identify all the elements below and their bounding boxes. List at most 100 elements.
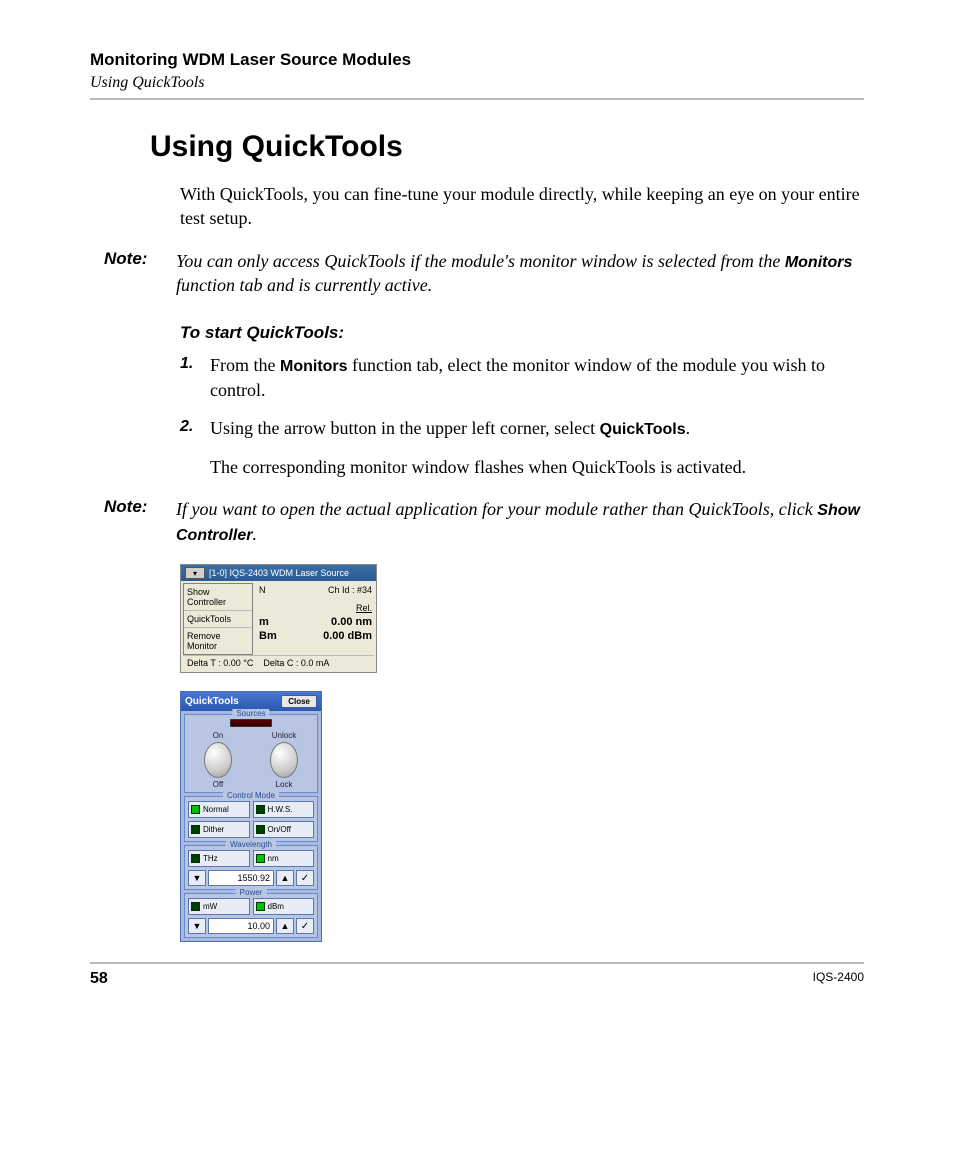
model-number: IQS-2400	[813, 970, 864, 988]
wavelength-unit-button-nm[interactable]: nm	[253, 850, 315, 867]
rel-label: Rel.	[356, 603, 372, 615]
subheading: To start QuickTools:	[180, 323, 864, 343]
step-number: 2.	[180, 416, 210, 479]
step-followup: The corresponding monitor window flashes…	[210, 455, 864, 479]
source-lock-toggle[interactable]	[270, 742, 298, 778]
n-label: N	[259, 585, 266, 597]
power-increment[interactable]: ▲	[276, 918, 294, 934]
note-text: You can only access QuickTools if the mo…	[176, 249, 864, 298]
wavelength-apply[interactable]: ✓	[296, 870, 314, 886]
button-label: mW	[203, 902, 217, 911]
indicator-icon	[191, 902, 200, 911]
step-1: 1. From the Monitors function tab, elect…	[180, 353, 864, 402]
bm-suffix: Bm	[259, 629, 277, 643]
note-label: Note:	[104, 249, 176, 298]
note-label: Note:	[104, 497, 176, 546]
control-mode-button-h-w-s-[interactable]: H.W.S.	[253, 801, 315, 818]
m-suffix: m	[259, 615, 269, 629]
step-post: .	[686, 418, 691, 438]
wavelength-unit-button-thz[interactable]: THz	[188, 850, 250, 867]
indicator-icon	[256, 854, 265, 863]
source-on-off-toggle[interactable]	[204, 742, 232, 778]
step-text: Using the arrow button in the upper left…	[210, 416, 864, 479]
channel-id: Ch Id : #34	[328, 585, 372, 597]
power-decrement[interactable]: ▼	[188, 918, 206, 934]
button-label: dBm	[268, 902, 284, 911]
page-footer: 58 IQS-2400	[90, 962, 864, 988]
wavelength-section: Wavelength THznm ▼ 1550.92 ▲ ✓	[184, 845, 318, 890]
indicator-icon	[256, 825, 265, 834]
chapter-title: Monitoring WDM Laser Source Modules	[90, 50, 864, 70]
wavelength-label: Wavelength	[226, 840, 276, 849]
sources-section: Sources On Off Unlock Lock	[184, 714, 318, 793]
step-pre: From the	[210, 355, 280, 375]
menu-show-controller[interactable]: Show Controller	[184, 584, 252, 611]
wavelength-decrement[interactable]: ▼	[188, 870, 206, 886]
button-label: On/Off	[268, 825, 291, 834]
step-number: 1.	[180, 353, 210, 402]
indicator-icon	[191, 805, 200, 814]
monitor-context-menu: Show Controller QuickTools Remove Monito…	[183, 583, 253, 655]
button-label: Dither	[203, 825, 224, 834]
note-bold: Monitors	[785, 254, 853, 271]
button-label: THz	[203, 854, 218, 863]
quicktools-panel: QuickTools Close Sources On Off Unlock	[180, 691, 322, 942]
quicktools-title-text: QuickTools	[185, 696, 239, 707]
note-post: function tab and is currently active.	[176, 275, 432, 295]
steps-list: 1. From the Monitors function tab, elect…	[180, 353, 864, 479]
control-mode-section: Control Mode NormalH.W.S.DitherOn/Off	[184, 796, 318, 842]
indicator-icon	[191, 854, 200, 863]
delta-c-value: 0.0 mA	[301, 658, 330, 668]
power-unit-button-mw[interactable]: mW	[188, 898, 250, 915]
menu-quicktools[interactable]: QuickTools	[184, 611, 252, 628]
page-title: Using QuickTools	[150, 130, 864, 164]
button-label: nm	[268, 854, 279, 863]
on-label: On	[213, 731, 224, 740]
header-rule	[90, 98, 864, 100]
step-text: From the Monitors function tab, elect th…	[210, 353, 864, 402]
wavelength-increment[interactable]: ▲	[276, 870, 294, 886]
delta-t-value: 0.00 °C	[223, 658, 253, 668]
control-mode-label: Control Mode	[223, 791, 279, 800]
button-label: Normal	[203, 805, 229, 814]
monitor-menu-arrow[interactable]: ▾	[185, 567, 205, 579]
note-pre: If you want to open the actual applicati…	[176, 499, 817, 519]
step-pre: Using the arrow button in the upper left…	[210, 418, 600, 438]
led-indicator	[230, 719, 272, 727]
indicator-icon	[256, 805, 265, 814]
monitor-titlebar: ▾ [1-0] IQS-2403 WDM Laser Source	[181, 565, 376, 581]
control-mode-button-dither[interactable]: Dither	[188, 821, 250, 838]
monitor-title-text: [1-0] IQS-2403 WDM Laser Source	[209, 568, 349, 578]
note-pre: You can only access QuickTools if the mo…	[176, 251, 785, 271]
control-mode-button-on-off[interactable]: On/Off	[253, 821, 315, 838]
monitor-window: ▾ [1-0] IQS-2403 WDM Laser Source Show C…	[180, 564, 377, 673]
intro-text: With QuickTools, you can fine-tune your …	[180, 182, 864, 231]
page-number: 58	[90, 970, 108, 988]
sources-label: Sources	[232, 709, 269, 718]
power-label: Power	[236, 888, 267, 897]
indicator-icon	[256, 902, 265, 911]
control-mode-button-normal[interactable]: Normal	[188, 801, 250, 818]
step-bold: QuickTools	[600, 421, 686, 438]
step-2: 2. Using the arrow button in the upper l…	[180, 416, 864, 479]
power-section: Power mWdBm ▼ 10.00 ▲ ✓	[184, 893, 318, 938]
wavelength-value[interactable]: 1550.92	[208, 870, 274, 886]
step-bold: Monitors	[280, 358, 348, 375]
note-text: If you want to open the actual applicati…	[176, 497, 864, 546]
monitor-readout: N Ch Id : #34 Rel. m 0.00 nm Bm 0.00 dBm	[257, 583, 374, 643]
chapter-section: Using QuickTools	[90, 74, 864, 92]
rel-dbm: 0.00 dBm	[323, 629, 372, 643]
menu-remove-monitor[interactable]: Remove Monitor	[184, 628, 252, 654]
quicktools-close-button[interactable]: Close	[281, 695, 317, 708]
power-unit-button-dbm[interactable]: dBm	[253, 898, 315, 915]
lock-label: Lock	[276, 780, 293, 789]
delta-t-label: Delta T :	[187, 658, 221, 668]
power-apply[interactable]: ✓	[296, 918, 314, 934]
power-value[interactable]: 10.00	[208, 918, 274, 934]
button-label: H.W.S.	[268, 805, 293, 814]
off-label: Off	[213, 780, 224, 789]
note-post: .	[252, 524, 257, 544]
note-1: Note: You can only access QuickTools if …	[104, 249, 864, 298]
rel-nm: 0.00 nm	[331, 615, 372, 629]
delta-c-label: Delta C :	[263, 658, 298, 668]
